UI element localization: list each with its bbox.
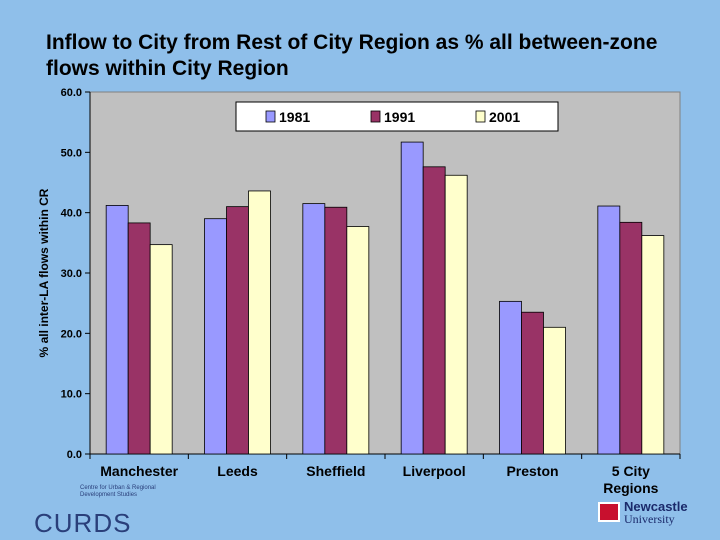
- bar-2001: [346, 226, 370, 455]
- bar-1981: [302, 203, 326, 455]
- y-tick-label: 0.0: [67, 449, 82, 461]
- y-tick-label: 40.0: [61, 208, 82, 220]
- bar-1981: [499, 300, 522, 455]
- plot-area: [89, 91, 681, 455]
- bar-1981: [105, 205, 129, 455]
- university-subtitle: University: [624, 512, 675, 526]
- y-tick-label: 10.0: [61, 389, 82, 401]
- y-axis-label: % all inter-LA flows within CR: [37, 188, 51, 357]
- x-tick-label: Manchester: [100, 463, 178, 479]
- bar-2001: [543, 326, 566, 455]
- x-tick-label: Leeds: [217, 463, 258, 479]
- bar-2001: [149, 244, 173, 455]
- bar-1991: [226, 206, 249, 455]
- bar-1991: [422, 166, 446, 455]
- y-tick-label: 20.0: [61, 328, 82, 340]
- x-tick-label: Liverpool: [403, 463, 466, 479]
- legend-swatch-1991: [370, 110, 381, 123]
- crest-icon: [598, 502, 620, 522]
- curds-logo: CURDS: [34, 508, 132, 538]
- bar-1991: [521, 311, 544, 455]
- bar-2001: [444, 174, 468, 455]
- legend-swatch-1981: [265, 110, 276, 123]
- x-tick-label: 5 City: [612, 463, 650, 479]
- y-tick-label: 30.0: [61, 268, 82, 280]
- x-tick-label: Regions: [603, 480, 658, 496]
- bar-1991: [324, 206, 348, 455]
- legend-box: [235, 101, 559, 132]
- university-name: Newcastle: [624, 499, 688, 514]
- newcastle-university-logo: Newcastle University: [598, 500, 708, 526]
- legend-label-2001: 2001: [489, 109, 520, 125]
- bar-1981: [597, 205, 621, 455]
- y-tick-label: 50.0: [61, 147, 82, 159]
- y-tick-label: 60.0: [61, 87, 82, 99]
- legend-label-1991: 1991: [384, 109, 415, 125]
- chart-title: Inflow to City from Rest of City Region …: [46, 31, 658, 80]
- bar-2001: [248, 190, 271, 455]
- bar-1981: [204, 218, 227, 455]
- bar-1991: [127, 222, 151, 455]
- curds-subtitle: Centre for Urban & Regional Development …: [80, 485, 156, 498]
- x-tick-label: Sheffield: [306, 463, 365, 479]
- bar-1981: [400, 141, 424, 455]
- chart-panel: 0.0 10.0 20.0 30.0 40.0 50.0 60.0 % all inter-L…: [30, 82, 690, 500]
- bar-chart: 0.0 10.0 20.0 30.0 40.0 50.0 60.0 % all inter-L…: [37, 87, 681, 496]
- x-tick-label: Preston: [506, 463, 558, 479]
- legend-label-1981: 1981: [279, 109, 310, 125]
- bar-1991: [619, 221, 643, 455]
- legend-swatch-2001: [475, 110, 486, 123]
- bar-2001: [641, 235, 665, 455]
